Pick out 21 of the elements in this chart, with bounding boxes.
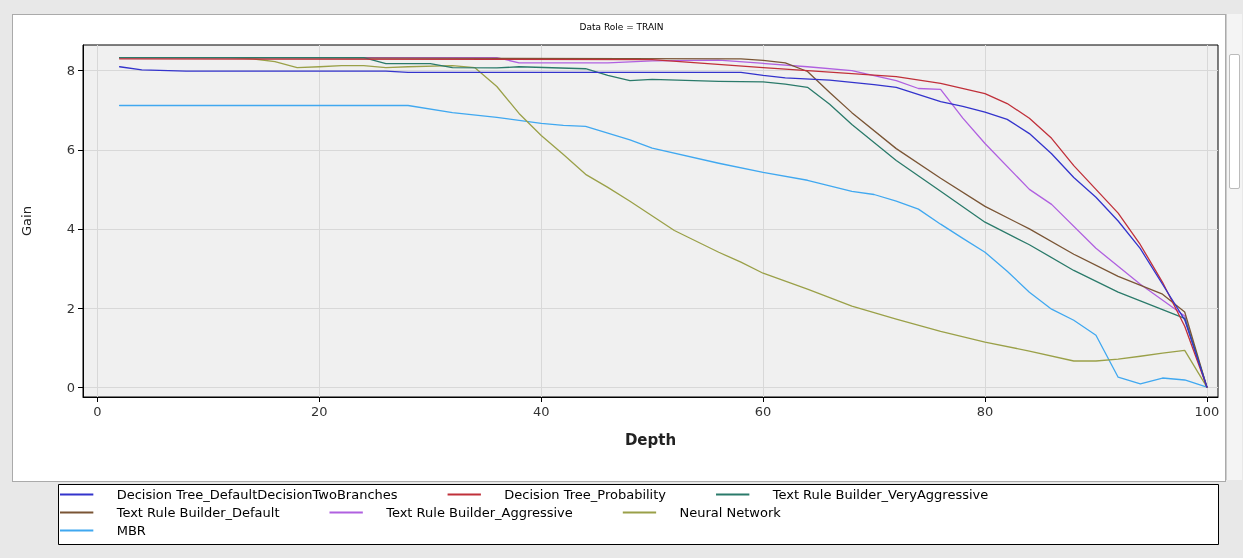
legend-label: Decision Tree_Probability bbox=[504, 487, 667, 502]
legend-label: Decision Tree_DefaultDecisionTwoBranches bbox=[116, 487, 398, 502]
y-tick-label: 0 bbox=[66, 379, 75, 395]
x-tick-label: 60 bbox=[754, 404, 772, 419]
x-tick-label: 40 bbox=[532, 404, 550, 419]
y-tick-label: 2 bbox=[66, 300, 75, 316]
x-tick-label: 20 bbox=[311, 404, 328, 419]
x-tick-label: 100 bbox=[1194, 404, 1220, 419]
y-tick-label: 8 bbox=[66, 63, 75, 79]
legend-label: Text Rule Builder_Aggressive bbox=[385, 505, 573, 520]
y-tick-label: 4 bbox=[66, 221, 75, 237]
y-tick-label: 6 bbox=[66, 142, 75, 158]
legend-label: Neural Network bbox=[679, 505, 782, 520]
x-tick-label: 80 bbox=[976, 404, 994, 419]
legend-label: Text Rule Builder_VeryAggressive bbox=[771, 487, 989, 502]
legend-label: MBR bbox=[116, 523, 146, 538]
x-axis-title: Depth bbox=[624, 430, 677, 449]
y-axis-title: Gain bbox=[19, 206, 34, 236]
x-tick-label: 0 bbox=[93, 404, 102, 419]
legend-label: Text Rule Builder_Default bbox=[115, 505, 280, 520]
chart-title: Data Role = TRAIN bbox=[579, 21, 664, 32]
